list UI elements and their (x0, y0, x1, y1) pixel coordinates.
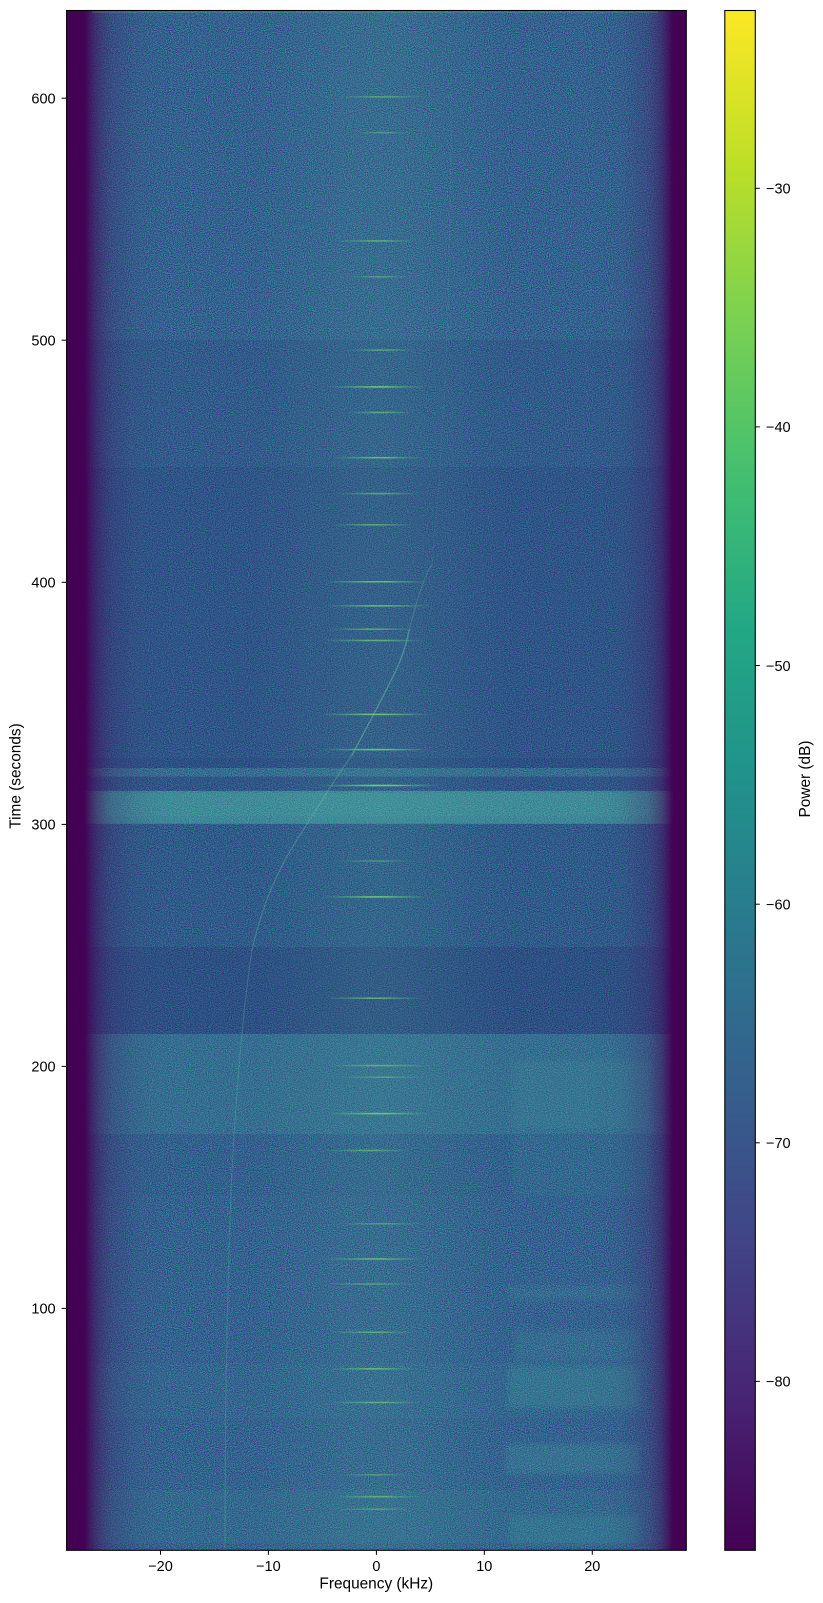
svg-text:20: 20 (584, 1559, 600, 1575)
svg-text:−80: −80 (766, 1375, 791, 1391)
svg-text:Frequency (kHz): Frequency (kHz) (319, 1576, 433, 1593)
svg-text:−50: −50 (766, 659, 791, 675)
svg-text:200: 200 (31, 1060, 55, 1076)
svg-text:0: 0 (372, 1559, 380, 1575)
svg-text:−20: −20 (148, 1559, 173, 1575)
svg-text:100: 100 (31, 1302, 55, 1318)
svg-text:−30: −30 (766, 182, 791, 198)
svg-text:−60: −60 (766, 898, 791, 914)
svg-text:−10: −10 (256, 1559, 281, 1575)
svg-text:−40: −40 (766, 420, 791, 436)
svg-text:600: 600 (31, 92, 55, 108)
svg-text:Power (dB): Power (dB) (797, 741, 814, 818)
svg-text:300: 300 (31, 818, 55, 834)
svg-text:Time (seconds): Time (seconds) (7, 723, 24, 828)
svg-text:−70: −70 (766, 1136, 791, 1152)
svg-text:10: 10 (476, 1559, 492, 1575)
svg-text:400: 400 (31, 576, 55, 592)
svg-text:500: 500 (31, 334, 55, 350)
